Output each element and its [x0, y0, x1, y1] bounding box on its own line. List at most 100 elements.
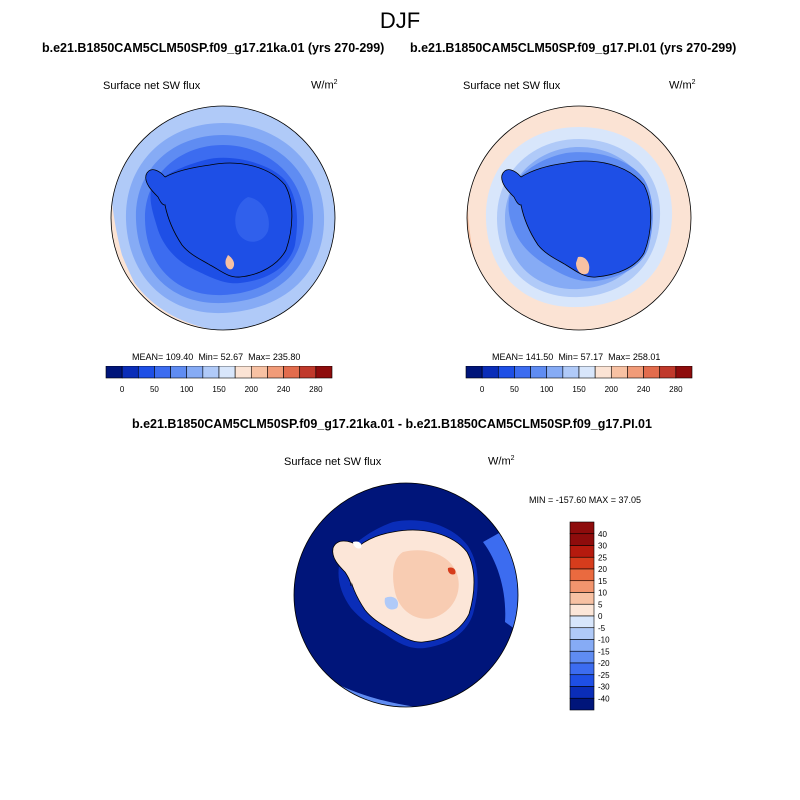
colorbar-left-cell-2: [137, 366, 155, 379]
colorbar-left-cell-11: [283, 366, 301, 379]
colorbar-right-tick-label: 280: [669, 385, 683, 394]
colorbar-diff-tick-label: -15: [598, 647, 610, 656]
colorbar-diff-cell-2: [569, 545, 595, 558]
colorbar-left-cell-5: [186, 366, 204, 379]
stats-left: MEAN= 109.40 Min= 52.67 Max= 235.80: [132, 352, 301, 362]
colorbar-diff-cell-1: [569, 533, 595, 546]
colorbar-diff-tick-label: -25: [598, 671, 610, 680]
map-right: [466, 105, 692, 331]
colorbar-diff-tick-label: 10: [598, 589, 607, 598]
colorbar-right-cell-8: [594, 366, 612, 379]
map-diff-field-warm-core: [393, 550, 459, 619]
colorbar-right-cell-3: [514, 366, 531, 379]
colorbar-right-cell-1: [481, 366, 499, 379]
colorbar-diff-tick-label: 15: [598, 577, 607, 586]
colorbar-diff-cell-13: [569, 674, 595, 687]
colorbar-diff-cell-11: [569, 650, 595, 664]
colorbar-diff-cell-8: [569, 615, 595, 629]
map-left-field-patch: [235, 197, 269, 242]
figure-title: DJF: [379, 8, 421, 33]
map-diff: [293, 482, 519, 708]
colorbar-diff-cell-3: [569, 556, 595, 570]
colorbar-right-tick-label: 240: [637, 385, 651, 394]
colorbar-diff-cell-6: [569, 592, 595, 605]
colorbar-diff-tick-label: -20: [598, 659, 610, 668]
colorbar-right-tick-label: 0: [480, 385, 485, 394]
colorbar-diff-cell-7: [569, 603, 595, 617]
map-right-peninsula: [501, 169, 522, 206]
colorbar-left-cell-6: [202, 366, 220, 379]
colorbar-left-cell-13: [315, 366, 333, 379]
map-diff-field-white-spot: [353, 541, 362, 549]
colorbar-right-tick-label: 150: [572, 385, 586, 394]
map-diff-field-red-spot: [447, 567, 456, 575]
colorbar-diff-cell-14: [569, 686, 595, 699]
colorbar-right-cell-6: [562, 366, 580, 379]
panel-title-right: b.e21.B1850CAM5CLM50SP.f09_g17.PI.01 (yr…: [410, 41, 737, 55]
colorbar-diff-tick-label: -40: [598, 694, 610, 703]
units-label-bottom: W/m2: [488, 455, 515, 468]
map-diff-boundary: [293, 482, 519, 708]
stats-bottom: MIN = -157.60 MAX = 37.05: [529, 495, 642, 505]
colorbar-diff-tick-label: 40: [598, 530, 607, 539]
colorbar-diff: 40 30 25 20 15 10 5 0 -5 -10 -15 -20 -25 -30 -40: [569, 521, 610, 711]
colorbar-right-tick-label: 100: [540, 385, 554, 394]
variable-label-right: Surface net SW flux: [463, 80, 561, 92]
colorbar-diff-tick-label: 25: [598, 553, 607, 562]
colorbar-left-cell-10: [267, 366, 284, 379]
colorbar-diff-tick-label: 30: [598, 542, 607, 551]
map-left-field-warm-spot: [225, 255, 235, 270]
panel-title-bottom: b.e21.B1850CAM5CLM50SP.f09_g17.21ka.01 -…: [132, 417, 652, 431]
map-left-boundary: [110, 105, 336, 331]
colorbar-diff-cell-12: [569, 662, 595, 676]
colorbar-left-tick-label: 280: [309, 385, 323, 394]
colorbar-left-cell-3: [154, 366, 171, 379]
colorbar-right-cell-4: [530, 366, 548, 379]
map-right-field-warm-spot: [576, 256, 590, 275]
panel-title-left: b.e21.B1850CAM5CLM50SP.f09_g17.21ka.01 (…: [42, 41, 385, 55]
colorbar-left-cell-9: [250, 366, 268, 379]
colorbar-diff-tick-label: -5: [598, 624, 606, 633]
colorbar-diff-tick-label: 20: [598, 565, 607, 574]
colorbar-diff-cell-5: [569, 580, 595, 593]
colorbar-left: 050100150200240280320: [105, 366, 333, 394]
colorbar-left-tick-label: 50: [150, 385, 159, 394]
colorbar-left-tick-label: 100: [180, 385, 194, 394]
colorbar-diff-tick-label: -10: [598, 636, 610, 645]
colorbar-right-cell-0: [465, 366, 483, 379]
map-diff-field-pale-spot: [384, 596, 399, 610]
colorbar-right: 050100150200240280320: [465, 366, 693, 394]
colorbar-right-cell-7: [578, 366, 596, 379]
colorbar-right-cell-5: [546, 366, 564, 379]
colorbar-left-cell-12: [299, 366, 317, 379]
units-label-right: W/m2: [669, 79, 696, 92]
colorbar-right-cell-2: [497, 366, 515, 379]
stats-right: MEAN= 141.50 Min= 57.17 Max= 258.01: [492, 352, 661, 362]
colorbar-right-cell-10: [627, 366, 644, 379]
colorbar-right-cell-12: [659, 366, 677, 379]
colorbar-diff-cell-15: [569, 697, 595, 711]
colorbar-diff-cell-0: [569, 521, 595, 535]
colorbar-right-cell-13: [675, 366, 693, 379]
colorbar-diff-cell-9: [569, 627, 595, 640]
colorbar-left-tick-label: 0: [120, 385, 125, 394]
colorbar-diff-tick-label: 5: [598, 600, 603, 609]
colorbar-left-tick-label: 240: [277, 385, 291, 394]
units-label-left: W/m2: [311, 79, 338, 92]
colorbar-left-cell-0: [105, 366, 123, 379]
variable-label-left: Surface net SW flux: [103, 80, 201, 92]
colorbar-left-cell-7: [218, 366, 236, 379]
map-diff-peninsula: [332, 540, 360, 587]
colorbar-left-tick-label: 150: [212, 385, 226, 394]
map-left-peninsula: [145, 169, 166, 206]
colorbar-diff-tick-label: -30: [598, 683, 610, 692]
colorbar-diff-tick-label: 0: [598, 612, 603, 621]
map-right-boundary: [466, 105, 692, 331]
colorbar-right-tick-label: 50: [510, 385, 519, 394]
variable-label-bottom: Surface net SW flux: [284, 456, 382, 468]
colorbar-diff-cell-4: [569, 568, 595, 582]
colorbar-diff-cell-10: [569, 639, 595, 652]
colorbar-right-cell-9: [610, 366, 628, 379]
colorbar-left-cell-1: [121, 366, 139, 379]
colorbar-left-tick-label: 200: [245, 385, 259, 394]
